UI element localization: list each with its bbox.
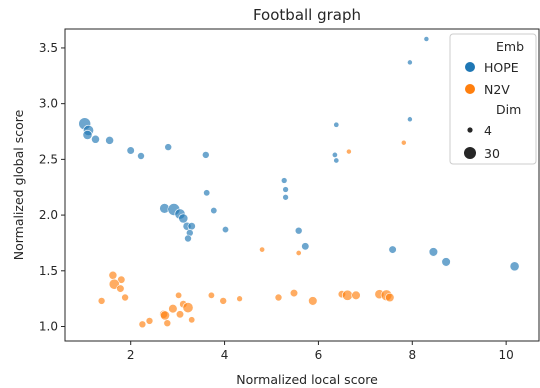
n2v-point <box>295 250 302 256</box>
hope-point <box>126 146 135 155</box>
x-tick-label: 4 <box>221 348 229 362</box>
hope-point <box>407 116 413 123</box>
n2v-point <box>175 291 183 299</box>
legend-marker-hope <box>465 62 475 72</box>
hope-point <box>423 36 430 42</box>
y-axis-label: Normalized global score <box>11 109 26 260</box>
hope-point <box>82 129 93 140</box>
n2v-point <box>188 316 196 324</box>
n2v-point <box>175 310 185 319</box>
n2v-point <box>400 139 407 146</box>
n2v-point <box>138 320 147 329</box>
hope-point <box>203 189 211 197</box>
hope-point <box>91 134 100 144</box>
hope-point <box>333 157 340 164</box>
n2v-point <box>160 310 170 321</box>
y-tick-label: 1.0 <box>39 320 58 334</box>
hope-point <box>280 177 288 184</box>
n2v-point <box>342 289 353 301</box>
y-tick-label: 3.5 <box>39 41 58 55</box>
hope-point <box>164 143 173 151</box>
hope-point <box>221 226 230 234</box>
hope-point <box>282 194 289 201</box>
y-tick-label: 1.5 <box>39 264 58 278</box>
legend-marker-n2v <box>465 84 475 94</box>
n2v-point <box>97 297 106 305</box>
n2v-point <box>145 317 154 325</box>
x-tick-label: 2 <box>127 348 135 362</box>
n2v-point <box>168 304 178 314</box>
n2v-point <box>308 296 318 306</box>
legend-marker-dim-30 <box>464 147 476 159</box>
hope-point <box>331 151 338 158</box>
x-tick-label: 6 <box>315 348 323 362</box>
y-tick-label: 3.0 <box>39 97 58 111</box>
hope-point <box>388 245 397 254</box>
legend: Emb HOPE N2V Dim 4 30 <box>449 33 537 165</box>
x-axis-label: Normalized local score <box>236 372 378 387</box>
hope-point <box>428 247 439 257</box>
legend-label-dim-30: 30 <box>484 146 500 161</box>
n2v-point <box>385 292 395 303</box>
hope-point <box>407 59 413 66</box>
plot-marks <box>78 36 520 329</box>
n2v-point <box>346 148 352 155</box>
n2v-point <box>182 302 194 314</box>
n2v-point <box>259 246 266 253</box>
n2v-point <box>219 297 228 305</box>
legend-label-dim-4: 4 <box>484 123 492 138</box>
chart-title: Football graph <box>253 6 361 24</box>
n2v-point <box>117 275 126 284</box>
hope-point <box>294 226 303 235</box>
hope-point <box>137 152 145 160</box>
hope-point <box>509 261 520 272</box>
n2v-point <box>163 319 172 328</box>
hope-point <box>441 257 451 267</box>
legend-label-n2v: N2V <box>484 82 510 97</box>
hope-point <box>105 136 114 145</box>
plot-frame <box>64 28 540 342</box>
x-axis: 2 4 6 8 10 <box>127 341 514 362</box>
y-tick-label: 2.0 <box>39 208 58 222</box>
x-tick-label: 10 <box>499 348 514 362</box>
hope-point <box>210 207 218 215</box>
x-tick-label: 8 <box>408 348 416 362</box>
n2v-point <box>116 284 125 293</box>
legend-label-hope: HOPE <box>484 60 519 75</box>
hope-point <box>301 242 310 251</box>
n2v-point <box>236 295 243 302</box>
n2v-point <box>351 290 361 300</box>
hope-point <box>282 186 289 193</box>
hope-point <box>187 222 196 231</box>
hope-point <box>184 234 192 243</box>
n2v-point <box>108 270 118 280</box>
hope-point <box>333 121 340 128</box>
n2v-point <box>207 291 215 299</box>
legend-size-title: Dim <box>496 102 521 117</box>
hope-point <box>178 213 189 224</box>
hope-point <box>201 151 210 159</box>
n2v-point <box>274 293 283 302</box>
n2v-point <box>121 293 129 302</box>
n2v-point <box>289 289 299 298</box>
legend-marker-dim-4 <box>467 127 473 133</box>
legend-hue-title: Emb <box>496 39 524 54</box>
y-axis: 1.0 1.5 2.0 2.5 3.0 3.5 <box>39 41 65 334</box>
y-tick-label: 2.5 <box>39 152 58 166</box>
